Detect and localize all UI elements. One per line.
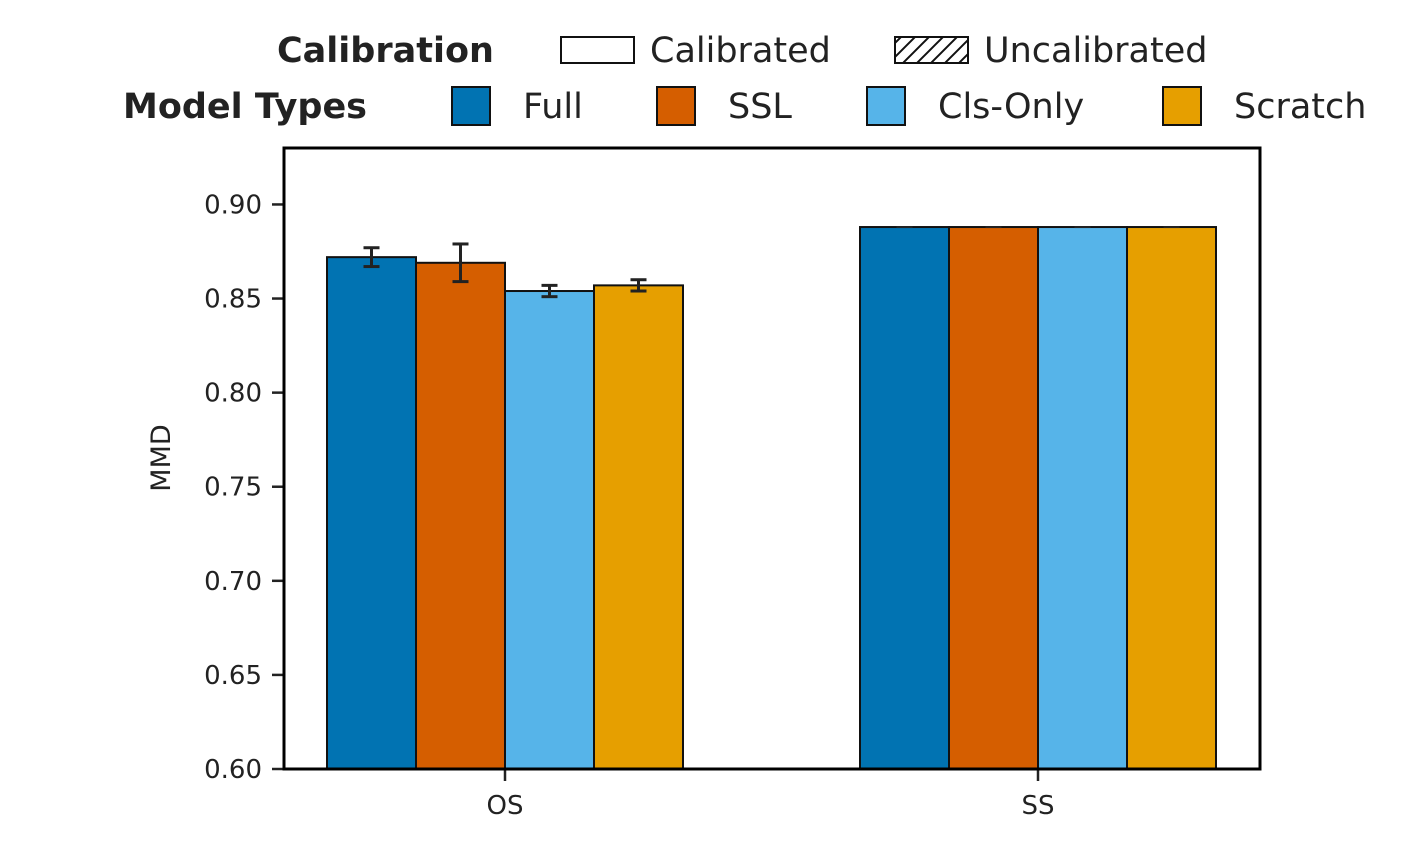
y-tick-label: 0.75 bbox=[204, 473, 262, 503]
x-axis: OS SS bbox=[487, 769, 1055, 821]
x-tick-label-ss: SS bbox=[1021, 791, 1054, 821]
y-tick-label: 0.70 bbox=[204, 567, 262, 597]
legend-swatch-ssl bbox=[656, 86, 696, 126]
y-tick-label: 0.80 bbox=[204, 379, 262, 409]
legend-swatch-cls-only bbox=[866, 86, 906, 126]
legend-swatch-calibrated bbox=[560, 36, 635, 64]
legend-item-uncalibrated: Uncalibrated bbox=[894, 31, 1207, 71]
bars bbox=[326, 226, 1217, 770]
bar-os-scratch bbox=[593, 284, 684, 770]
bar-os-cls-only bbox=[504, 290, 595, 770]
y-tick-label: 0.85 bbox=[204, 285, 262, 315]
bar-os-full bbox=[326, 256, 417, 770]
error-bar-os-ssl bbox=[452, 242, 469, 284]
legend-label-uncalibrated: Uncalibrated bbox=[984, 31, 1207, 71]
error-bar-os-full bbox=[363, 246, 380, 269]
legend-calibration-title: Calibration bbox=[277, 31, 494, 71]
x-tick-label-os: OS bbox=[487, 791, 524, 821]
legend-swatch-full bbox=[451, 86, 491, 126]
error-bars bbox=[363, 226, 1180, 299]
legend-model-types: Model Types Full SSL Cls-Only Scratch bbox=[123, 86, 1366, 127]
bar-ss-full bbox=[859, 226, 950, 770]
legend-item-calibrated: Calibrated bbox=[560, 31, 831, 71]
legend-model-items: Full SSL Cls-Only Scratch bbox=[451, 86, 1366, 127]
plot-area: 0.60 0.65 0.70 0.75 0.80 0.85 0.90 OS SS bbox=[204, 146, 1262, 821]
y-tick-label: 0.90 bbox=[204, 190, 262, 220]
legend-label-ssl: SSL bbox=[728, 87, 792, 127]
legend-label-cls-only: Cls-Only bbox=[938, 87, 1084, 127]
y-axis-label: MMD bbox=[146, 424, 177, 491]
bar-ss-cls-only bbox=[1037, 226, 1128, 770]
legend-label-scratch: Scratch bbox=[1234, 87, 1366, 127]
legend-calibration: Calibration Calibrated Uncalibrated bbox=[277, 31, 1207, 71]
y-axis: 0.60 0.65 0.70 0.75 0.80 0.85 0.90 bbox=[204, 190, 284, 785]
error-bar-os-cls-only bbox=[541, 283, 558, 299]
y-tick-label: 0.60 bbox=[204, 755, 262, 785]
bar-ss-ssl bbox=[948, 226, 1039, 770]
bar-ss-scratch bbox=[1126, 226, 1217, 770]
legend-item-ssl: SSL bbox=[656, 86, 792, 127]
legend-swatch-scratch bbox=[1162, 86, 1202, 126]
y-tick-label: 0.65 bbox=[204, 661, 262, 691]
legend-item-full: Full bbox=[451, 86, 583, 127]
bar-os-ssl bbox=[415, 261, 506, 770]
legend-model-types-title: Model Types bbox=[123, 87, 367, 127]
legend-swatch-uncalibrated bbox=[894, 36, 969, 64]
legend-label-calibrated: Calibrated bbox=[650, 31, 831, 71]
error-bar-os-scratch bbox=[630, 278, 647, 293]
legend-item-scratch: Scratch bbox=[1162, 86, 1366, 127]
legend-item-cls-only: Cls-Only bbox=[866, 86, 1084, 127]
legend-label-full: Full bbox=[523, 87, 583, 127]
plot-frame bbox=[282, 146, 1262, 771]
